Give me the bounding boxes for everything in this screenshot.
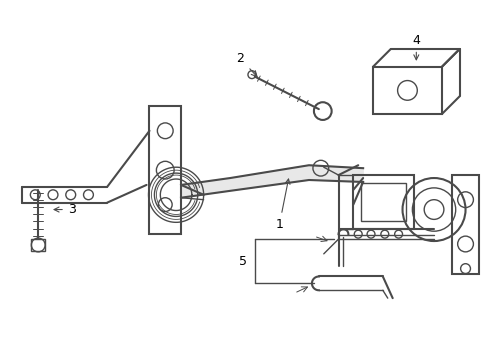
Bar (31, 239, 45, 251)
Bar (361, 183, 407, 221)
Bar (452, 175, 479, 274)
Text: 5: 5 (239, 255, 247, 268)
Text: 1: 1 (275, 179, 290, 231)
Polygon shape (309, 165, 363, 182)
Text: 4: 4 (413, 34, 420, 60)
Bar (373, 67, 442, 114)
Bar (149, 106, 181, 234)
Polygon shape (230, 165, 309, 191)
Text: 2: 2 (236, 53, 244, 66)
Text: 3: 3 (54, 203, 75, 216)
Polygon shape (181, 178, 230, 198)
Bar (353, 175, 415, 229)
